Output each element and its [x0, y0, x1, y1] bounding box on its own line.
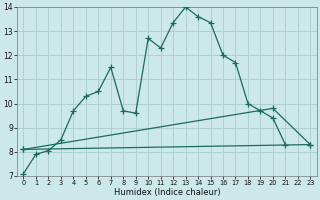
X-axis label: Humidex (Indice chaleur): Humidex (Indice chaleur) [114, 188, 220, 197]
